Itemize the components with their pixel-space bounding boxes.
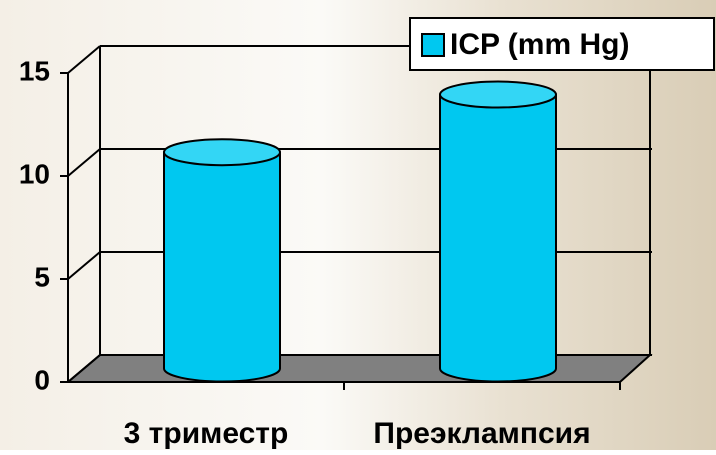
- x-tick-label: 3 триместр: [124, 417, 289, 450]
- bar: [163, 151, 281, 383]
- bar: [439, 93, 557, 383]
- y-tick-label: 15: [19, 55, 50, 86]
- grid-line: [67, 45, 101, 74]
- grid-line: [67, 148, 101, 177]
- y-tick-label: 10: [19, 158, 50, 189]
- legend-swatch: [421, 33, 445, 57]
- y-tick-label: 0: [34, 364, 50, 395]
- x-tick-label: Преэклампсия: [373, 417, 590, 450]
- bar-top: [439, 80, 557, 109]
- legend-box: [409, 17, 715, 71]
- bar-top: [163, 138, 281, 167]
- grid-line: [67, 354, 101, 383]
- y-tick-label: 5: [34, 261, 50, 292]
- grid-line: [67, 251, 101, 280]
- legend-label: ICP (mm Hg): [450, 28, 629, 61]
- floor: [65, 354, 653, 383]
